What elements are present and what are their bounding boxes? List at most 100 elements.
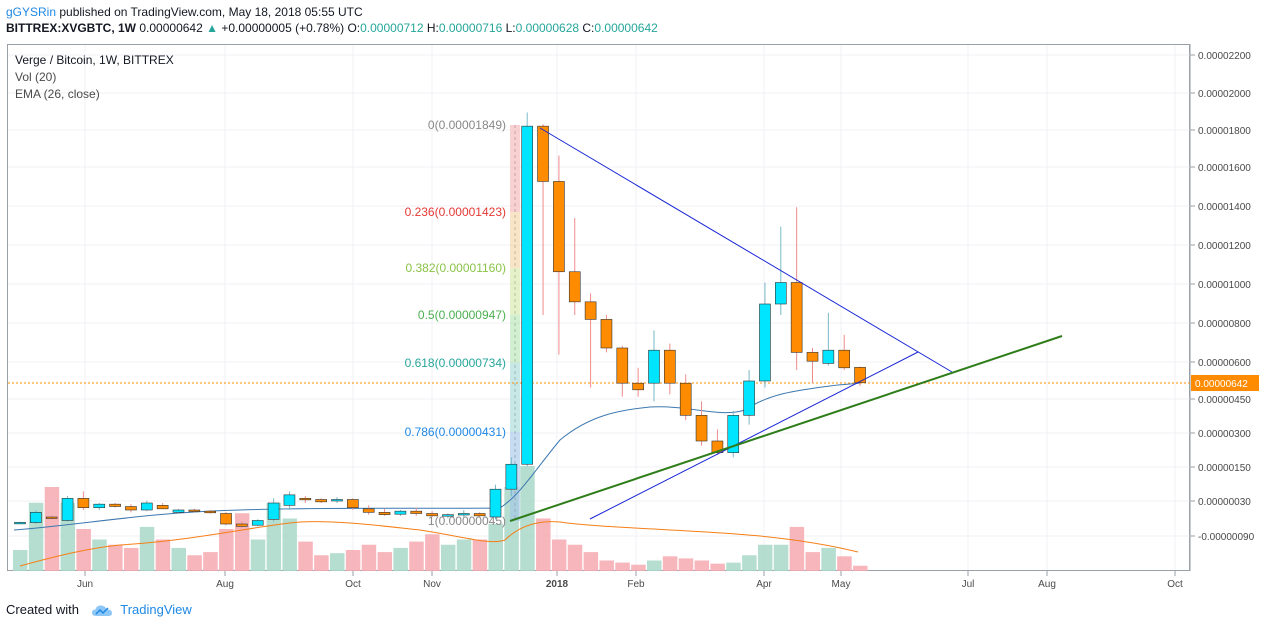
price-tick-label: 0.00001800 [1198, 126, 1251, 137]
time-tick-label: Jun [77, 579, 93, 590]
low-value: 0.00000628 [515, 21, 580, 35]
volume-bar [298, 541, 313, 571]
price-ema-line [13, 382, 861, 531]
volume-bar [853, 565, 868, 571]
fib-band [510, 363, 520, 432]
candle-body [521, 125, 534, 465]
candle-body [172, 509, 185, 513]
candle-body [600, 319, 613, 349]
candle-body [61, 498, 74, 521]
candle-body [553, 181, 565, 273]
candle-body [251, 520, 264, 526]
volume-bar [234, 513, 250, 571]
high-value: 0.00000716 [438, 21, 503, 35]
volume-bar [250, 539, 266, 571]
candle-body [790, 282, 803, 353]
volume-bar [393, 547, 408, 571]
candle-body [695, 415, 708, 442]
volume-bar [361, 544, 377, 571]
price-tick-label: -0.00000090 [1198, 532, 1255, 543]
price-tick-label: 0.00001000 [1198, 280, 1251, 291]
candle-body [267, 502, 280, 520]
time-tick-label: Feb [627, 579, 645, 590]
grid-lines [8, 45, 1190, 570]
tradingview-link[interactable]: TradingView [120, 602, 192, 617]
candle-body [473, 513, 486, 517]
price-tick-label: 0.00001400 [1198, 202, 1251, 213]
fib-level-label: 0(0.00001849) [428, 118, 506, 132]
volume-bar [551, 539, 567, 571]
candle-body [632, 382, 644, 391]
time-tick-label: May [832, 579, 851, 590]
volume-bar [726, 562, 741, 571]
price-tick-label: 0.00000600 [1198, 358, 1251, 369]
candle-body [331, 499, 343, 502]
chart-pane[interactable] [7, 44, 1190, 571]
volume-bar [678, 558, 694, 571]
volume-bar [219, 529, 234, 571]
candle-body [489, 488, 502, 518]
current-price-label: 0.00000642 [1195, 379, 1248, 390]
author-link[interactable]: gGYSRin [6, 5, 57, 19]
price-tick-label: 0.00000300 [1198, 429, 1251, 440]
ema-lines [8, 382, 1190, 567]
time-tick-label: Oct [345, 579, 361, 590]
high-label: H: [426, 21, 439, 35]
volume-bar [456, 539, 472, 571]
volume-bar [520, 466, 535, 571]
last-price: 0.00000642 [139, 21, 203, 35]
volume-bar [488, 523, 503, 571]
candle-body [299, 498, 312, 501]
candle-body [711, 440, 724, 453]
volume-ema-line [19, 521, 859, 567]
open-value: 0.00000712 [360, 21, 424, 35]
candle-body [743, 380, 755, 416]
volume-bar [583, 552, 599, 571]
fib-retracement: 0(0.00001849) 0.236(0.00001423) 0.382(0.00… [405, 118, 520, 528]
symbol-label: BITTREX:XVGBTC, 1W [6, 21, 137, 35]
candle-body [426, 513, 438, 517]
fib-level-label: 0.382(0.00001160) [405, 261, 506, 275]
candle-body [236, 523, 248, 527]
ticker-line: BITTREX:XVGBTC, 1W 0.00000642 ▲ +0.00000… [6, 21, 658, 35]
candle-body [141, 502, 153, 511]
chart-legend: Verge / Bitcoin, 1W, BITTREX Vol (20) EM… [15, 52, 174, 103]
volume-bar [789, 526, 805, 571]
candle-body [854, 367, 866, 384]
volume-bar [44, 487, 60, 571]
volume-bar [694, 560, 710, 571]
price-tick-label: 0.00000450 [1198, 395, 1251, 406]
publish-header: gGYSRin published on TradingView.com, Ma… [6, 4, 363, 20]
candle-body [806, 352, 819, 362]
candle-body [315, 499, 327, 503]
candle-body [77, 498, 90, 508]
volume-bar [203, 552, 218, 571]
published-text: published on TradingView.com, May 18, 20… [56, 5, 363, 19]
candle-body [347, 499, 359, 508]
candle-body [283, 494, 296, 506]
volume-bar [76, 529, 91, 571]
volume-bars [13, 466, 868, 571]
volume-bar [377, 552, 393, 571]
tradingview-cloud-icon [91, 605, 112, 616]
candle-body [204, 510, 216, 514]
current-price-badge [1191, 375, 1259, 391]
legend-vol: Vol (20) [15, 70, 57, 84]
volume-bar [409, 541, 424, 571]
fib-level-label: 0.618(0.00000734) [405, 356, 506, 370]
candle-body [727, 415, 740, 453]
fib-band [510, 315, 520, 363]
volume-bar [155, 539, 171, 571]
candle-body [457, 513, 470, 516]
close-value: 0.00000642 [594, 21, 658, 35]
up-arrow-icon: ▲ [206, 21, 218, 35]
fib-band [510, 212, 520, 268]
volume-bar [805, 552, 820, 571]
volume-bar [123, 547, 139, 571]
volume-bar [647, 560, 662, 571]
volume-bar [282, 518, 297, 571]
price-tick-label: 0.00001200 [1198, 241, 1251, 252]
volume-bar [472, 539, 488, 571]
support-trendline [509, 335, 1063, 522]
